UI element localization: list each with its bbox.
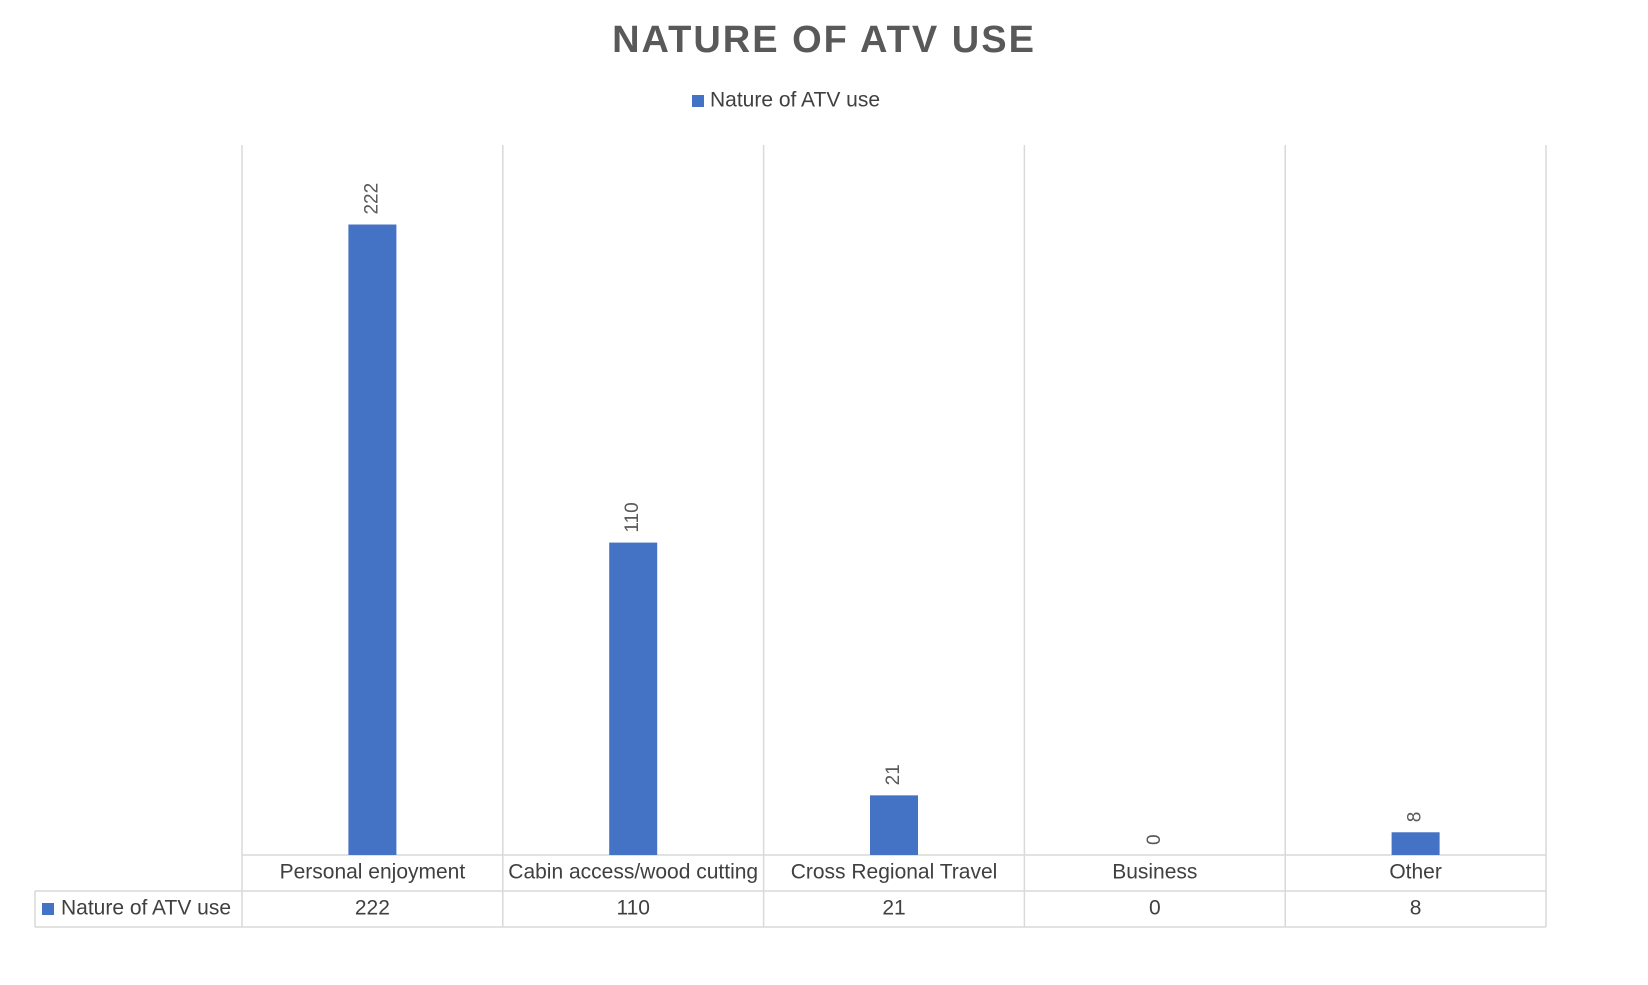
table-legend-swatch — [42, 903, 54, 915]
table-value: 21 — [882, 897, 905, 920]
bar — [870, 795, 918, 855]
table-series-label: Nature of ATV use — [61, 897, 231, 920]
bar — [609, 542, 658, 855]
chart-title: NATURE OF ATV USE — [612, 19, 1036, 61]
legend-label: Nature of ATV use — [710, 89, 880, 112]
bar — [348, 224, 397, 855]
data-label: 8 — [1405, 812, 1426, 823]
data-label: 21 — [883, 764, 904, 785]
table-value: 0 — [1149, 897, 1161, 920]
table-value: 222 — [355, 897, 390, 920]
x-tick-label: Cross Regional Travel — [791, 861, 998, 884]
legend-swatch — [692, 95, 704, 107]
x-tick-label: Personal enjoyment — [280, 861, 466, 884]
data-label: 0 — [1144, 834, 1165, 845]
table-value: 110 — [616, 897, 649, 920]
x-tick-label: Cabin access/wood cutting — [508, 861, 758, 884]
data-label: 222 — [361, 183, 382, 215]
x-tick-label: Other — [1389, 861, 1442, 884]
x-tick-label: Business — [1112, 861, 1197, 884]
bar — [1391, 832, 1440, 855]
data-label: 110 — [622, 502, 643, 532]
table-value: 8 — [1410, 897, 1422, 920]
